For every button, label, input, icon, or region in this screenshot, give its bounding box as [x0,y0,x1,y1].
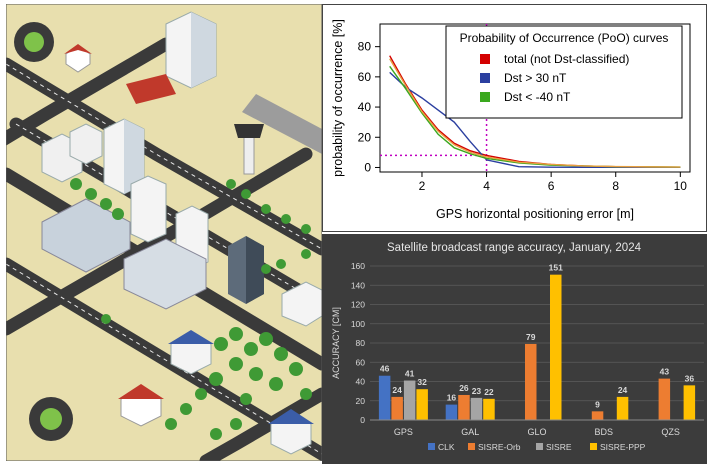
bar [525,343,537,420]
y-tick-label: 20 [356,396,366,406]
bar [445,404,458,420]
legend-swatch [536,443,543,450]
chart-title: Satellite broadcast range accuracy, Janu… [387,242,642,254]
bar [391,396,403,420]
data-label: 23 [472,386,482,396]
bar [416,389,428,420]
data-label: 22 [484,387,494,397]
bar [458,394,470,420]
legend-swatch [468,443,475,450]
bar [616,396,629,420]
legend-label: Dst < -40 nT [504,90,571,104]
y-tick-label: 80 [356,338,366,348]
bar [483,398,495,420]
y-tick-label: 100 [351,319,365,329]
data-label: 43 [660,367,670,377]
x-tick-label: 8 [612,179,619,193]
legend-swatch [480,73,490,83]
category-label: QZS [661,427,680,437]
data-label: 79 [526,332,536,342]
data-label: 46 [380,364,390,374]
data-label: 16 [447,393,457,403]
y-tick-label: 40 [356,377,366,387]
y-tick-label: 160 [351,261,365,271]
data-label: 26 [459,383,469,393]
trees [70,178,312,440]
buildings [41,11,322,455]
legend-label: SISRE [546,442,572,452]
bar [658,378,671,420]
city-illustration [6,4,322,461]
chart-background [322,234,707,464]
legend-label: total (not Dst-classified) [504,52,629,66]
series-line [389,58,681,168]
y-tick-label: 20 [358,130,372,144]
legend-label: CLK [438,442,455,452]
legend-label: SISRE-Orb [478,442,521,452]
x-axis-label: GPS horizontal positioning error [m] [436,207,634,221]
bar [470,397,483,420]
y-axis-label: ACCURACY [CM] [331,307,341,379]
legend-label: SISRE-PPP [600,442,646,452]
legend-label: Dst > 30 nT [504,71,567,85]
y-tick-label: 40 [358,100,372,114]
legend-swatch [590,443,597,450]
legend-swatch [480,54,490,64]
runway [242,94,322,154]
x-tick-label: 2 [419,179,426,193]
category-label: GPS [394,427,413,437]
x-tick-label: 4 [483,179,490,193]
y-tick-label: 140 [351,280,365,290]
y-tick-label: 80 [358,40,372,54]
category-label: GAL [461,427,479,437]
legend-title: Probability of Occurrence (PoO) curves [460,31,669,45]
y-tick-label: 60 [358,70,372,84]
category-label: BDS [595,427,614,437]
bar [591,411,604,420]
legend-box [445,25,683,119]
plot-area-border [379,23,691,173]
data-label: 32 [417,377,427,387]
y-axis-label: probability of occurrence [%] [331,19,345,177]
data-label: 24 [392,385,402,395]
category-label: GLO [527,427,546,437]
data-label: 9 [595,399,600,409]
y-tick-label: 0 [364,160,371,174]
data-label: 151 [549,263,563,273]
legend-swatch [428,443,435,450]
y-tick-label: 120 [351,300,365,310]
data-label: 41 [405,369,415,379]
bar [550,274,562,420]
legend-swatch [480,92,490,102]
data-label: 36 [685,373,695,383]
satellite-accuracy-bar-chart: Satellite broadcast range accuracy, Janu… [322,234,707,464]
data-label: 24 [618,385,628,395]
roundabouts [14,22,73,441]
bar [403,380,416,420]
y-tick-label: 60 [356,357,366,367]
y-tick-label: 0 [360,415,365,425]
x-tick-label: 6 [548,179,555,193]
x-tick-label: 10 [674,179,688,193]
bar [378,375,391,420]
poo-line-chart: 2 4 6 8 10 0 20 40 60 80 GPS horizontal positionin… [322,4,707,232]
bar [683,385,696,420]
